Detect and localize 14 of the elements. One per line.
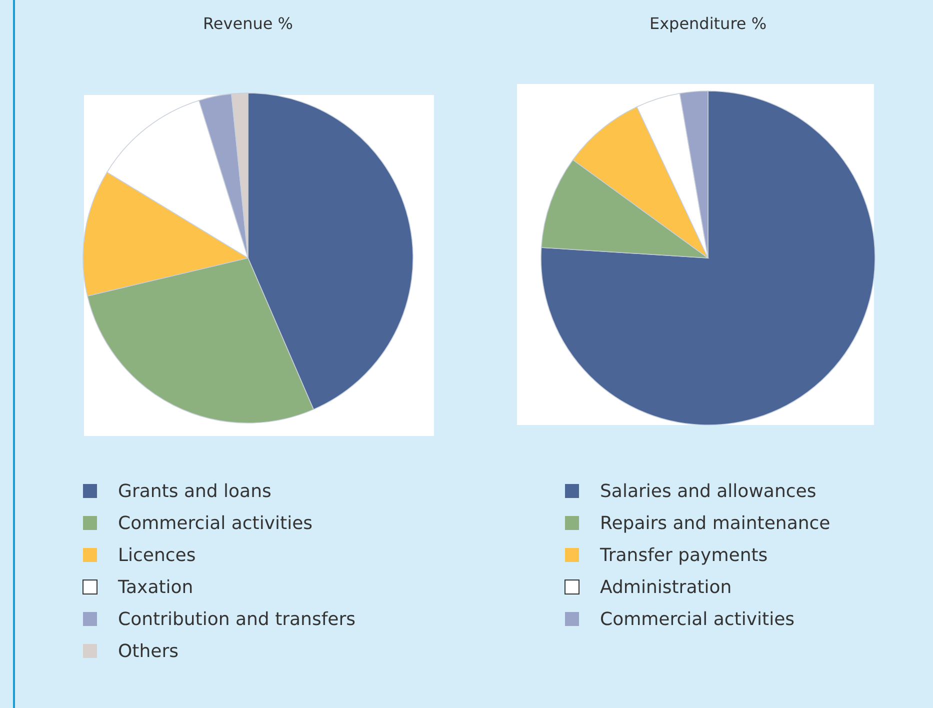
legend-label: Licences xyxy=(118,545,196,566)
legend-label: Repairs and maintenance xyxy=(600,513,830,534)
legend-label: Grants and loans xyxy=(118,481,272,502)
legend-label: Transfer payments xyxy=(599,545,768,566)
legend-label: Administration xyxy=(600,577,732,598)
legend-label: Contribution and transfers xyxy=(118,609,356,630)
legend-label: Commercial activities xyxy=(600,609,795,630)
legend-label: Others xyxy=(118,641,178,662)
legend-label: Salaries and allowances xyxy=(600,481,816,502)
chart-title: Expenditure % xyxy=(649,14,767,33)
legend-label: Commercial activities xyxy=(118,513,313,534)
chart-title: Revenue % xyxy=(203,14,293,33)
pie-slice xyxy=(540,90,876,426)
legend-label: Taxation xyxy=(117,577,194,598)
